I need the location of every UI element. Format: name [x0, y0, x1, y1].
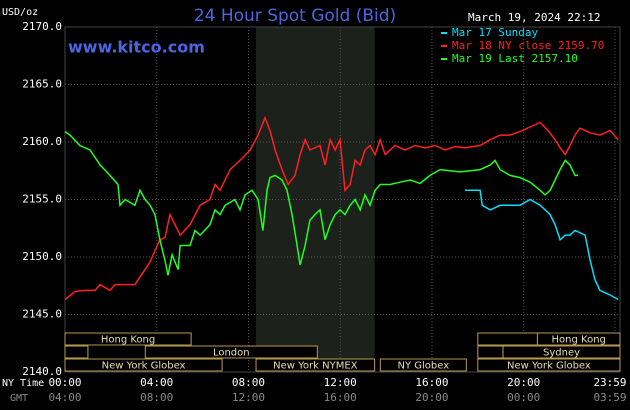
x2-tick-label: 20:00 — [415, 391, 448, 404]
x2-tick-label: 04:00 — [48, 391, 81, 404]
y-tick-label: 2165.0 — [22, 78, 62, 91]
plot-frame — [64, 26, 621, 373]
session-box — [255, 358, 376, 372]
chart-title: 24 Hour Spot Gold (Bid) — [194, 6, 396, 26]
legend-label: Mar 19 Last 2157.10 — [452, 52, 578, 65]
session-label: Hong Kong — [101, 335, 155, 346]
timestamp: March 19, 2024 22:12 — [468, 11, 600, 24]
y-tick-label: 2145.0 — [22, 308, 62, 321]
session-label: NY Globex — [398, 361, 450, 372]
x-tick-label: 20:00 — [507, 376, 540, 389]
x-axis-label: NY Time — [2, 378, 44, 389]
y-tick-label: 2155.0 — [22, 193, 62, 206]
y-tick-label: 2170.0 — [22, 20, 62, 33]
series-line — [64, 115, 619, 301]
session-label: New York Globex — [507, 361, 591, 372]
session-box — [477, 345, 504, 359]
session-box — [502, 345, 621, 359]
x2-tick-label: 16:00 — [324, 391, 357, 404]
session-box — [536, 332, 621, 346]
x2-tick-label: 08:00 — [140, 391, 173, 404]
x2-tick-label: 00:00 — [507, 391, 540, 404]
x-tick-label: 00:00 — [48, 376, 81, 389]
session-box — [64, 332, 192, 346]
x-tick-label: 16:00 — [415, 376, 448, 389]
session-label: Hong Kong — [552, 335, 606, 346]
session-box — [477, 358, 621, 372]
x2-tick-label: 03:59 — [593, 391, 626, 404]
session-box — [379, 358, 467, 372]
y-tick-label: 2140.0 — [22, 365, 62, 378]
session-box — [64, 345, 89, 359]
x2-axis-label: GMT — [10, 393, 28, 404]
legend-label: Mar 17 Sunday — [452, 26, 538, 39]
x-tick-label: 04:00 — [140, 376, 173, 389]
session-label: Sydney — [543, 348, 580, 359]
series-line — [64, 130, 578, 276]
x-tick-label: 23:59 — [593, 376, 626, 389]
legend-label: Mar 18 NY close 2159.70 — [452, 39, 604, 52]
x2-tick-label: 12:00 — [232, 391, 265, 404]
y-tick-label: 2160.0 — [22, 135, 62, 148]
x-tick-label: 12:00 — [324, 376, 357, 389]
x-tick-label: 08:00 — [232, 376, 265, 389]
y-tick-label: 2150.0 — [22, 250, 62, 263]
session-label: New York Globex — [102, 361, 186, 372]
session-label: London — [213, 348, 250, 359]
unit-label: USD/oz — [2, 7, 38, 18]
site-label: www.kitco.com — [68, 38, 205, 57]
session-label: New York NYMEX — [273, 361, 358, 372]
session-box — [477, 332, 538, 346]
series-line — [465, 189, 619, 301]
session-box — [144, 345, 318, 359]
session-box — [64, 358, 223, 372]
